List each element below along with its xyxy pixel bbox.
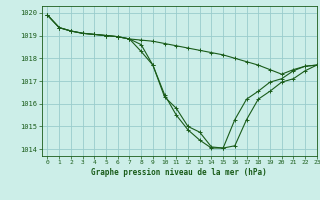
X-axis label: Graphe pression niveau de la mer (hPa): Graphe pression niveau de la mer (hPa)	[91, 168, 267, 177]
